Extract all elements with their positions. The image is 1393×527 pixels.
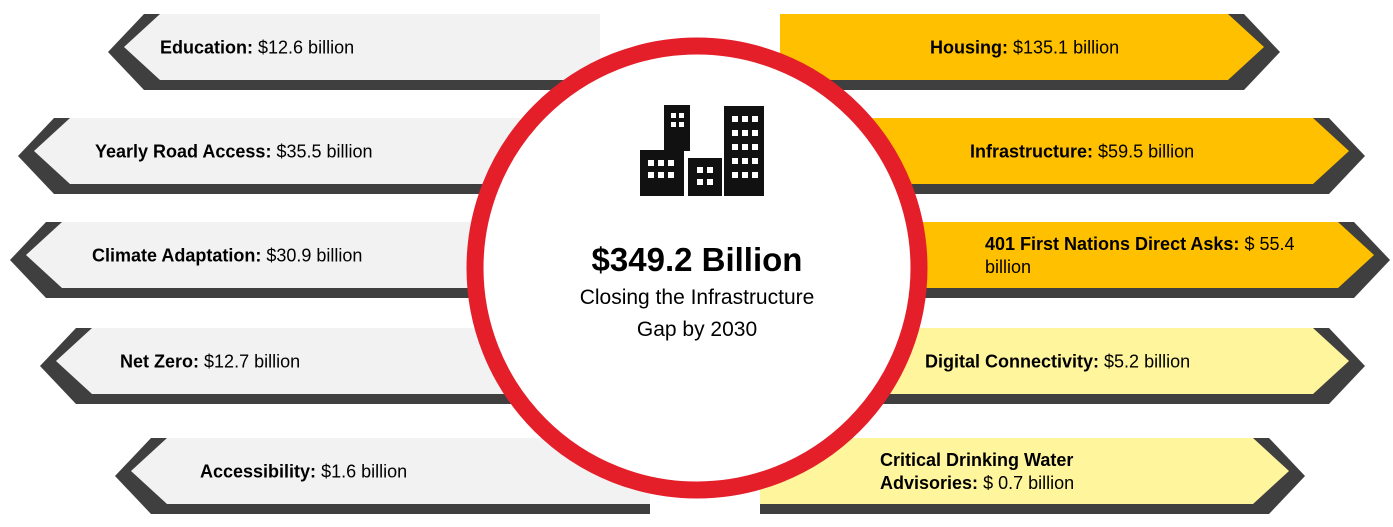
item-value: $ 0.7 billion — [983, 473, 1075, 493]
item-text: Infrastructure: $59.5 billion — [970, 141, 1194, 164]
center-text: $349.2 Billion Closing the Infrastructur… — [557, 238, 837, 346]
item-label: Housing: — [930, 37, 1008, 58]
center-subtitle: Closing the Infrastructure Gap by 2030 — [579, 286, 815, 341]
item-text: Housing: $135.1 billion — [930, 37, 1119, 60]
building-icon — [640, 105, 764, 196]
item-text: Net Zero: $12.7 billion — [120, 351, 300, 374]
item-value: $5.2 billion — [1104, 351, 1191, 372]
item-label: Critical Drinking Water Advisories: — [880, 450, 1074, 493]
item-text: Education: $12.6 billion — [160, 37, 354, 60]
banner — [34, 118, 520, 184]
item-text: 401 First Nations Direct Asks: $ 55.4 bi… — [985, 233, 1315, 279]
banner — [760, 438, 1289, 504]
item-value: $ 55.4 billion — [985, 234, 1295, 277]
item-label: Accessibility: — [200, 461, 317, 482]
item-value: $135.1 billion — [1013, 37, 1120, 58]
item-label: Digital Connectivity: — [925, 351, 1100, 372]
item-text: Digital Connectivity: $5.2 billion — [925, 351, 1190, 374]
item-value: $35.5 billion — [276, 141, 373, 162]
item-label: 401 First Nations Direct Asks: — [985, 234, 1240, 254]
item-text: Climate Adaptation: $30.9 billion — [92, 245, 362, 268]
item-text: Critical Drinking Water Advisories: $ 0.… — [880, 449, 1170, 495]
item-label: Education: — [160, 37, 253, 58]
banner — [780, 14, 1264, 80]
item-value: $12.7 billion — [204, 351, 301, 372]
item-label: Yearly Road Access: — [95, 141, 272, 162]
center-title: $349.2 Billion — [591, 241, 803, 278]
item-value: $59.5 billion — [1098, 141, 1195, 162]
item-value: $30.9 billion — [266, 245, 363, 266]
banner — [26, 222, 500, 288]
item-label: Net Zero: — [120, 351, 200, 372]
item-value: $12.6 billion — [258, 37, 355, 58]
banner — [124, 14, 600, 80]
center-circle — [466, 37, 928, 499]
banner — [131, 438, 650, 504]
item-label: Climate Adaptation: — [92, 245, 262, 266]
item-label: Infrastructure: — [970, 141, 1094, 162]
item-value: $1.6 billion — [321, 461, 408, 482]
item-text: Accessibility: $1.6 billion — [200, 461, 407, 484]
banner — [56, 328, 540, 394]
item-text: Yearly Road Access: $35.5 billion — [95, 141, 373, 164]
